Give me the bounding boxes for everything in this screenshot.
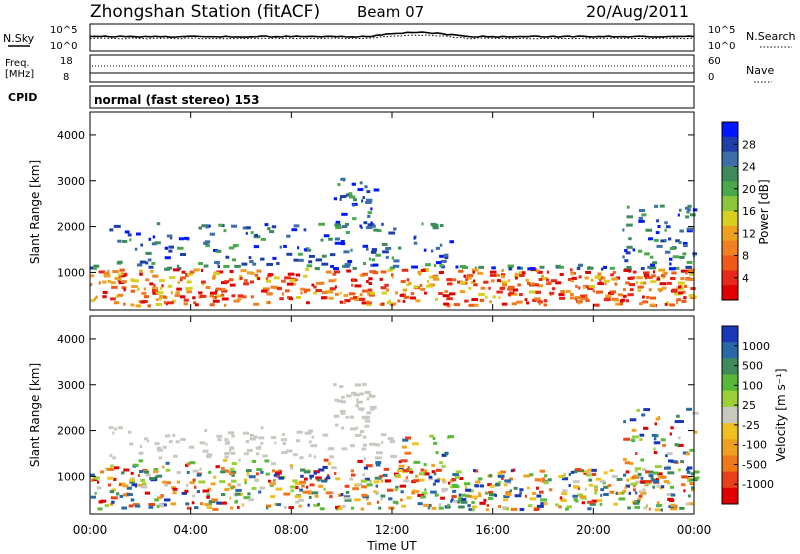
y-tick-label: 1000 [57,470,85,483]
colorbar-swatch [722,211,738,227]
freq-tick-hi: 18 [60,56,73,67]
cpid-text: normal (fast stereo) 153 [94,93,260,107]
nave-tick-hi: 60 [708,56,721,67]
velocity-colorbar: 1000 500 100 25 -25 -100 -500 -1000 [721,325,774,505]
nsearch-tick-lo: 10^0 [708,41,735,52]
freq-label: Freq. [5,58,30,69]
x-tick-label: 08:00 [274,523,309,537]
colorbar-swatch [722,196,738,212]
colorbar-swatch [722,255,738,271]
colorbar-swatch [722,342,738,359]
colorbar-swatch [722,471,738,489]
colorbar-tick-label: 500 [742,360,763,373]
colorbar-tick-label: -25 [742,419,760,432]
y-tick-label: 4000 [57,129,85,142]
beam-label: Beam 07 [357,3,424,21]
colorbar-tick-label: 24 [742,161,756,174]
colorbar-tick-label: -100 [742,439,767,452]
power-y-axis-label: Slant Range [km] [28,160,42,264]
velocity-y-axis: 1000 2000 3000 4000 [57,333,694,483]
nsearch-tick-hi: 10^5 [708,25,735,36]
colorbar-swatch [722,390,738,408]
x-tick-label: 00:00 [73,523,108,537]
colorbar-swatch [722,270,738,286]
velocity-colorbar-label: Velocity [m s⁻¹] [774,368,788,461]
colorbar-swatch [722,406,738,424]
colorbar-tick-label: 1000 [742,340,770,353]
y-tick-label: 2000 [57,221,85,234]
nsky-tick-lo: 10^0 [50,41,77,52]
nave-tick-lo: 0 [708,72,714,83]
colorbar-tick-label: 100 [742,379,763,392]
colorbar-swatch [722,240,738,256]
colorbar-swatch [722,225,738,242]
x-tick-label: 04:00 [173,523,208,537]
nsky-panel-frame [89,23,695,52]
power-y-axis: 1000 2000 3000 4000 [57,129,694,279]
nave-label: Nave [746,64,774,77]
velocity-heatmap [90,382,700,512]
colorbar-frame [721,325,739,505]
y-tick-label: 3000 [57,175,85,188]
power-heatmap [90,177,698,308]
x-tick-label: 16:00 [475,523,510,537]
colorbar-tick-label: -1000 [742,478,774,491]
cpid-panel-frame [89,85,695,109]
colorbar-swatch [722,374,738,392]
colorbar-swatch [722,326,738,343]
colorbar-swatch [722,136,738,153]
colorbar-swatch [722,487,738,505]
colorbar-swatch [722,455,738,473]
colorbar-swatch [722,285,738,301]
x-tick-label: 20:00 [576,523,611,537]
colorbar-swatch [722,423,738,440]
velocity-y-axis-label: Slant Range [km] [28,363,42,467]
colorbar-swatch [722,358,738,376]
power-colorbar-label: Power [dB] [757,179,771,244]
nsearch-label: N.Search [746,30,796,43]
x-tick-label: 12:00 [375,523,410,537]
colorbar-swatch [722,151,738,167]
colorbar-tick-label: 20 [742,183,756,196]
nsky-tick-hi: 10^5 [50,25,77,36]
y-tick-label: 2000 [57,425,85,438]
power-colorbar: 4 8 12 16 20 24 28 [721,121,756,301]
colorbar-swatch [722,181,738,197]
y-tick-label: 4000 [57,333,85,346]
colorbar-swatch [722,439,738,456]
freq-unit-label: [MHz] [5,69,34,80]
x-tick-label: 00:00 [677,523,712,537]
plot-title: Zhongshan Station (fitACF) [90,2,320,22]
colorbar-tick-label: -500 [742,458,767,471]
colorbar-tick-label: 4 [742,272,749,285]
colorbar-tick-label: 16 [742,205,756,218]
date-label: 20/Aug/2011 [586,2,689,21]
nsearch-trace [89,34,695,40]
cpid-label: CPID [8,91,37,104]
colorbar-swatch [722,166,738,182]
x-axis-label: Time UT [366,539,417,553]
y-tick-label: 3000 [57,379,85,392]
colorbar-swatch [722,122,738,138]
y-tick-label: 1000 [57,266,85,279]
colorbar-tick-label: 12 [742,227,756,240]
colorbar-tick-label: 25 [742,399,756,412]
freq-tick-lo: 8 [63,72,69,83]
colorbar-tick-label: 28 [742,138,756,151]
nsky-label: N.Sky [3,32,35,45]
colorbar-tick-label: 8 [742,250,749,263]
freq-panel-frame [89,54,695,83]
time-x-axis: 00:00 04:00 08:00 12:00 16:00 20:00 00:00 [73,112,712,537]
nsky-trace [89,31,695,38]
